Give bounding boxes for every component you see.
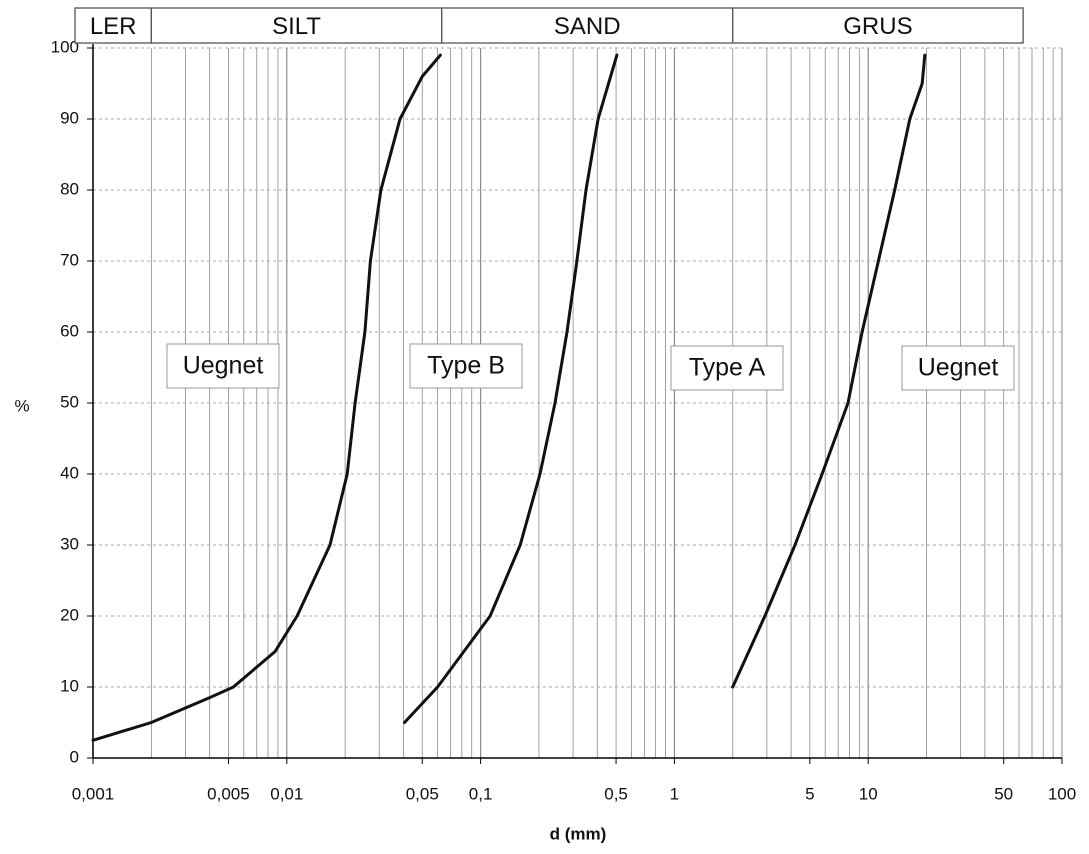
annotation-box	[166, 343, 280, 389]
data-line	[91, 53, 442, 742]
data-line	[403, 53, 619, 724]
x-tick-label: 5	[805, 784, 814, 803]
y-tick-label: 10	[60, 676, 79, 695]
band-label: SAND	[554, 13, 621, 40]
band-box	[150, 7, 443, 44]
x-tick-label: 50	[994, 784, 1013, 803]
data-line	[731, 53, 927, 689]
x-tick-label: 10	[859, 784, 878, 803]
y-tick-label: 80	[60, 179, 79, 198]
band-box	[74, 7, 152, 44]
annotation-box	[901, 345, 1015, 391]
y-tick-label: 40	[60, 463, 79, 482]
band-label: LER	[90, 13, 137, 40]
y-tick-label: 50	[60, 392, 79, 411]
y-axis-label: %	[14, 396, 29, 415]
y-tick-label: 20	[60, 605, 79, 624]
band-label: SILT	[272, 13, 321, 40]
x-tick-label: 100	[1048, 784, 1076, 803]
band-box	[732, 7, 1024, 44]
y-tick-label: 30	[60, 534, 79, 553]
annotation: Type A	[689, 354, 766, 382]
x-tick-label: 0,005	[207, 784, 250, 803]
y-tick-label: 0	[70, 747, 79, 766]
x-axis-label: d (mm)	[550, 824, 607, 843]
annotation: Uegnet	[183, 352, 264, 380]
annotation-box	[670, 345, 784, 391]
y-tick-label: 70	[60, 250, 79, 269]
annotation-box	[409, 343, 523, 389]
x-tick-label: 0,05	[406, 784, 439, 803]
x-tick-label: 1	[670, 784, 679, 803]
y-tick-label: 60	[60, 321, 79, 340]
x-tick-label: 0,5	[604, 784, 628, 803]
x-tick-label: 0,01	[270, 784, 303, 803]
annotation: Type B	[427, 352, 505, 380]
y-tick-label: 100	[51, 37, 79, 56]
x-tick-label: 0,1	[469, 784, 493, 803]
band-label: GRUS	[843, 13, 912, 40]
x-tick-label: 0,001	[72, 784, 115, 803]
band-box	[441, 7, 734, 44]
y-tick-label: 90	[60, 108, 79, 127]
annotation: Uegnet	[918, 354, 999, 382]
